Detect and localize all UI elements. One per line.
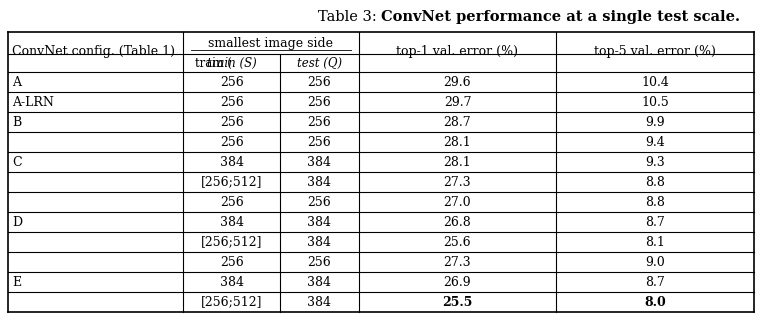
Text: 9.9: 9.9: [645, 115, 665, 128]
Text: 29.6: 29.6: [443, 76, 471, 88]
Text: 384: 384: [307, 215, 331, 229]
Text: 8.7: 8.7: [645, 215, 665, 229]
Text: 384: 384: [307, 156, 331, 169]
Text: 25.6: 25.6: [443, 235, 471, 248]
Text: top-5 val. error (%): top-5 val. error (%): [594, 46, 716, 58]
Text: 8.0: 8.0: [645, 295, 666, 308]
Text: 8.8: 8.8: [645, 196, 665, 209]
Text: 384: 384: [219, 156, 244, 169]
Text: train (: train (: [195, 56, 232, 69]
Text: 256: 256: [308, 136, 331, 149]
Text: 256: 256: [308, 256, 331, 269]
Text: 384: 384: [307, 275, 331, 289]
Text: 9.0: 9.0: [645, 256, 665, 269]
Text: 384: 384: [307, 295, 331, 308]
Text: ConvNet performance at a single test scale.: ConvNet performance at a single test sca…: [381, 10, 740, 24]
Text: 29.7: 29.7: [443, 96, 471, 109]
Text: 10.5: 10.5: [642, 96, 669, 109]
Text: 256: 256: [220, 196, 244, 209]
Text: 256: 256: [220, 256, 244, 269]
Text: 27.3: 27.3: [443, 175, 471, 188]
Text: 256: 256: [220, 96, 244, 109]
Text: 8.7: 8.7: [645, 275, 665, 289]
Text: 27.0: 27.0: [443, 196, 471, 209]
Text: 8.1: 8.1: [645, 235, 665, 248]
Text: 25.5: 25.5: [442, 295, 472, 308]
Text: A: A: [12, 76, 21, 88]
Text: 9.3: 9.3: [645, 156, 665, 169]
Text: 26.8: 26.8: [443, 215, 472, 229]
Text: 8.8: 8.8: [645, 175, 665, 188]
Text: 384: 384: [219, 275, 244, 289]
Text: Table 3:: Table 3:: [318, 10, 381, 24]
Text: smallest image side: smallest image side: [209, 37, 334, 50]
Text: 28.1: 28.1: [443, 156, 472, 169]
Text: 9.4: 9.4: [645, 136, 665, 149]
Text: top-1 val. error (%): top-1 val. error (%): [396, 46, 518, 58]
Text: 27.3: 27.3: [443, 256, 471, 269]
Text: B: B: [12, 115, 21, 128]
Text: ConvNet config. (Table 1): ConvNet config. (Table 1): [12, 46, 175, 58]
Text: 28.7: 28.7: [443, 115, 471, 128]
Text: D: D: [12, 215, 22, 229]
Text: 256: 256: [308, 76, 331, 88]
Text: 384: 384: [307, 235, 331, 248]
Text: [256;512]: [256;512]: [201, 175, 263, 188]
Text: train (S): train (S): [207, 56, 257, 69]
Text: 384: 384: [307, 175, 331, 188]
Text: A-LRN: A-LRN: [12, 96, 54, 109]
Text: 256: 256: [308, 196, 331, 209]
Text: [256;512]: [256;512]: [201, 235, 263, 248]
Text: 256: 256: [308, 96, 331, 109]
Text: 256: 256: [220, 115, 244, 128]
Text: 10.4: 10.4: [641, 76, 669, 88]
Text: 28.1: 28.1: [443, 136, 472, 149]
Text: 256: 256: [220, 136, 244, 149]
Text: E: E: [12, 275, 21, 289]
Text: C: C: [12, 156, 21, 169]
Text: [256;512]: [256;512]: [201, 295, 263, 308]
Text: 384: 384: [219, 215, 244, 229]
Text: 256: 256: [220, 76, 244, 88]
Text: test (Q): test (Q): [297, 56, 342, 69]
Text: 256: 256: [308, 115, 331, 128]
Text: 26.9: 26.9: [443, 275, 471, 289]
